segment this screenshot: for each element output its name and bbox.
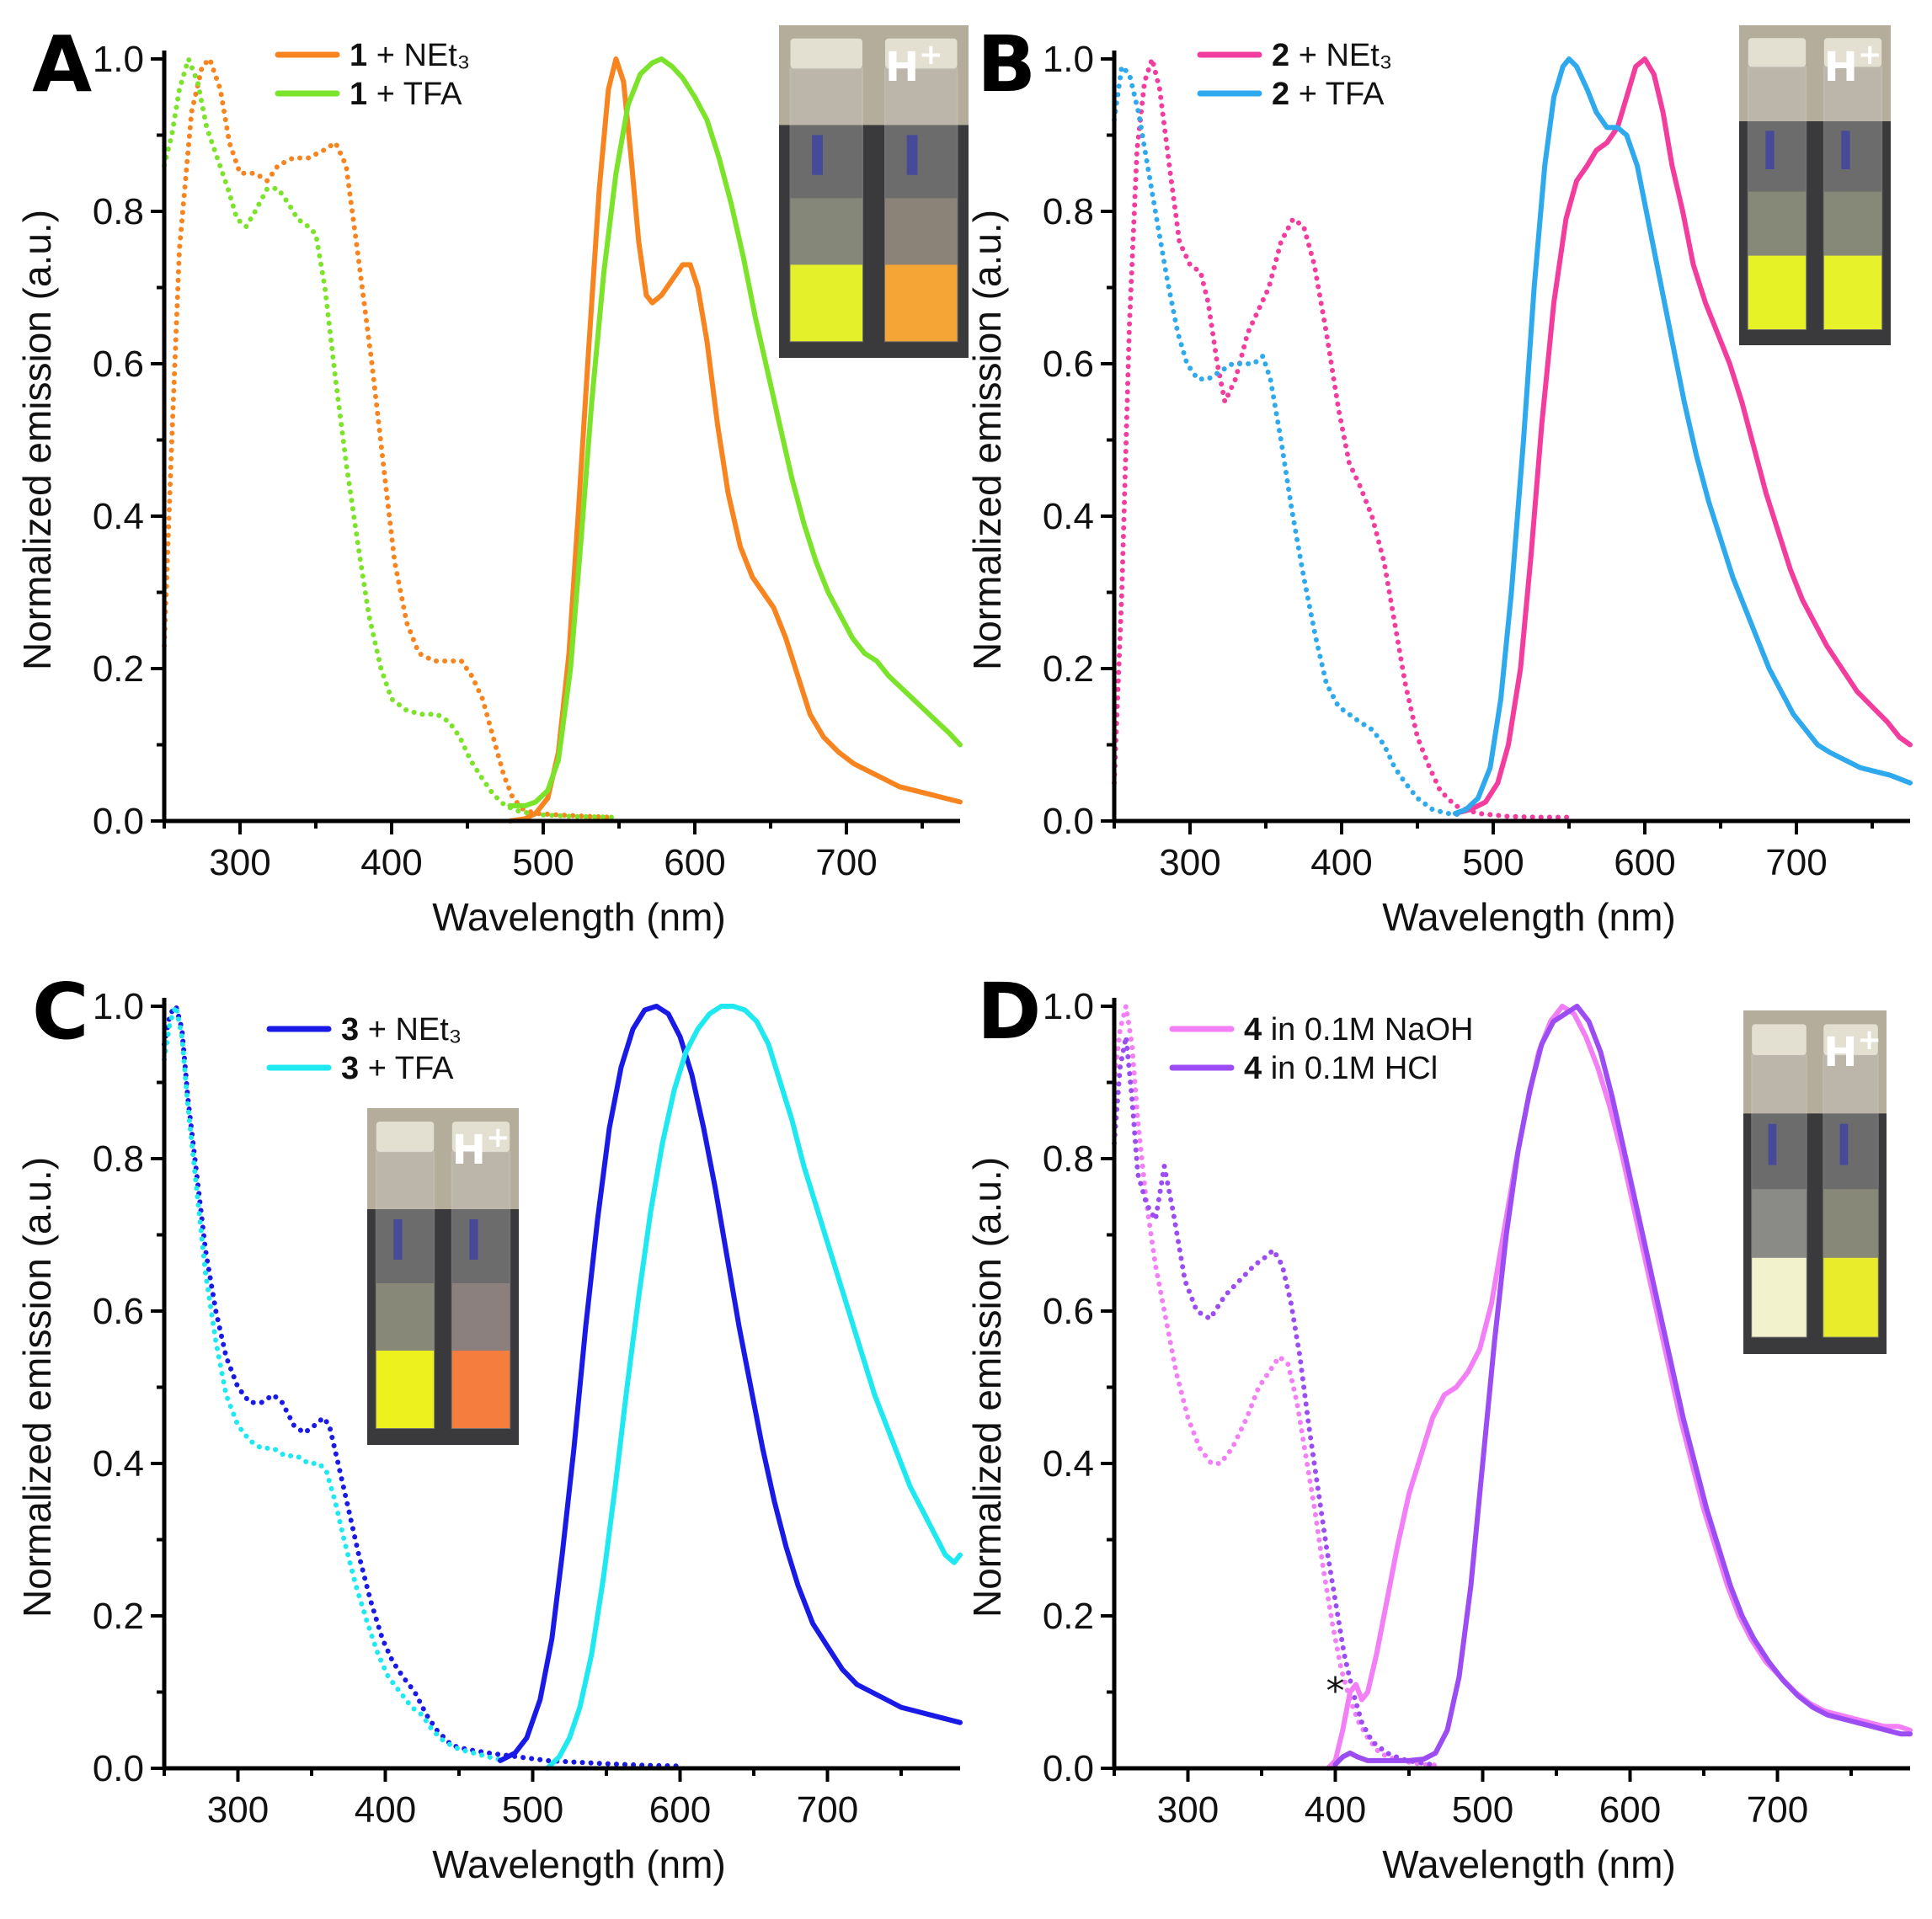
- y-tick-label: 1.0: [93, 986, 144, 1027]
- vial-photo-a: H+: [779, 25, 969, 358]
- x-tick-label: 300: [209, 842, 270, 883]
- y-tick-label: 0.2: [93, 648, 144, 690]
- x-tick-label: 400: [1310, 842, 1372, 883]
- y-axis-label: Normalized emission (a.u.): [965, 210, 1009, 670]
- panel-letter: A: [32, 19, 92, 109]
- x-tick-label: 300: [1159, 842, 1220, 883]
- series-a-emission-3: [507, 56, 963, 808]
- panel-c: H+ 300 400 500 600 700 0.0 0.2 0.4 0.6 0.8 1.0 Wavel…: [15, 967, 963, 1886]
- y-tick-label: 0.6: [93, 344, 144, 385]
- y-tick-label: 0.0: [1043, 801, 1094, 842]
- legend-label: 2 + TFA: [1272, 77, 1385, 112]
- x-tick-label: 400: [1305, 1789, 1366, 1831]
- series-b-emission-3: [1453, 56, 1913, 816]
- y-tick-label: 1.0: [1043, 986, 1094, 1027]
- legend-label: 1 + TFA: [350, 77, 462, 112]
- x-axis-label: Wavelength (nm): [432, 895, 726, 939]
- series-c-excitation-0: [162, 1004, 683, 1769]
- y-tick-label: 0.6: [93, 1291, 144, 1332]
- y-axis-label: Normalized emission (a.u.): [15, 1157, 59, 1618]
- y-tick-label: 0.0: [1043, 1748, 1094, 1789]
- y-tick-label: 0.4: [93, 1443, 144, 1485]
- y-tick-label: 0.4: [1043, 496, 1094, 537]
- legend-label: 1 + NEt₃: [350, 38, 470, 73]
- series-a-excitation-1: [162, 56, 614, 820]
- x-tick-label: 700: [815, 842, 877, 883]
- x-tick-label: 400: [355, 1789, 416, 1831]
- x-tick-label: 700: [1747, 1789, 1808, 1831]
- series-d-excitation-1: [1112, 1034, 1434, 1767]
- y-tick-label: 1.0: [1043, 39, 1094, 80]
- series-a-emission-2: [507, 56, 963, 824]
- series-b-emission-2: [1453, 56, 1913, 816]
- series-a-excitation-0: [162, 56, 614, 820]
- panel-letter: D: [977, 967, 1041, 1057]
- x-tick-label: 700: [797, 1789, 858, 1831]
- y-tick-label: 0.2: [93, 1596, 144, 1637]
- vial-photo-c: H+: [367, 1108, 519, 1445]
- series-c-emission-3: [545, 1004, 963, 1771]
- x-axis-label: Wavelength (nm): [432, 1842, 726, 1886]
- x-tick-label: 600: [1614, 842, 1675, 883]
- series-c-emission-2: [498, 1004, 963, 1763]
- series-b-excitation-0: [1112, 56, 1572, 820]
- x-tick-label: 600: [664, 842, 725, 883]
- vial-badge: H+: [885, 38, 943, 91]
- y-tick-label: 0.2: [1043, 1596, 1094, 1637]
- x-tick-label: 500: [502, 1789, 563, 1831]
- y-axis-label: Normalized emission (a.u.): [965, 1157, 1009, 1618]
- x-tick-label: 600: [649, 1789, 711, 1831]
- panel-b: H+ 300 400 500 600 700 0.0 0.2 0.4 0.6 0.8 1.0 Wavel…: [965, 19, 1913, 939]
- panel-a: H+ 300 400 500 600 700 0.0 0.2 0.4 0.6 0.8 1.0 Wavel…: [15, 19, 969, 939]
- x-axis-label: Wavelength (nm): [1382, 895, 1676, 939]
- x-tick-label: 400: [360, 842, 422, 883]
- x-tick-label: 300: [207, 1789, 269, 1831]
- y-tick-label: 0.4: [93, 496, 144, 537]
- vial-photo-d: H+: [1743, 1010, 1887, 1354]
- x-tick-label: 500: [1452, 1789, 1513, 1831]
- legend-label: 4 in 0.1M NaOH: [1244, 1012, 1473, 1047]
- vial-photo-b: H+: [1739, 25, 1891, 345]
- asterisk-annotation: *: [1326, 1670, 1345, 1713]
- y-tick-label: 1.0: [93, 39, 144, 80]
- y-tick-label: 0.4: [1043, 1443, 1094, 1485]
- y-axis-label: Normalized emission (a.u.): [15, 210, 59, 670]
- y-tick-label: 0.8: [1043, 1138, 1094, 1180]
- x-tick-label: 700: [1765, 842, 1827, 883]
- legend-label: 3 + NEt₃: [341, 1012, 462, 1047]
- y-tick-label: 0.2: [1043, 648, 1094, 690]
- panel-letter: B: [977, 19, 1036, 109]
- panel-d: H+ 300 400 500 600 700 0.0 0.2 0.4 0.6 0.8 1.0 Wavel…: [965, 967, 1913, 1886]
- x-tick-label: 500: [1462, 842, 1524, 883]
- y-tick-label: 0.8: [93, 191, 144, 232]
- legend-label: 2 + NEt₃: [1272, 38, 1392, 73]
- legend-label: 4 in 0.1M HCl: [1244, 1051, 1438, 1086]
- x-axis-label: Wavelength (nm): [1382, 1842, 1676, 1886]
- panel-letter: C: [32, 967, 89, 1057]
- legend-label: 3 + TFA: [341, 1051, 454, 1086]
- y-tick-label: 0.8: [1043, 191, 1094, 232]
- y-tick-label: 0.6: [1043, 344, 1094, 385]
- x-tick-label: 300: [1157, 1789, 1219, 1831]
- series-d-excitation-0: [1112, 1004, 1441, 1768]
- series-d-emission-3: [1332, 1004, 1913, 1767]
- series-b-excitation-1: [1112, 64, 1465, 818]
- y-tick-label: 0.8: [93, 1138, 144, 1180]
- vial-badge: H+: [1824, 38, 1882, 91]
- y-tick-label: 0.0: [93, 801, 144, 842]
- y-tick-label: 0.6: [1043, 1291, 1094, 1332]
- x-tick-label: 600: [1599, 1789, 1661, 1831]
- y-tick-label: 0.0: [93, 1748, 144, 1789]
- x-tick-label: 500: [512, 842, 574, 883]
